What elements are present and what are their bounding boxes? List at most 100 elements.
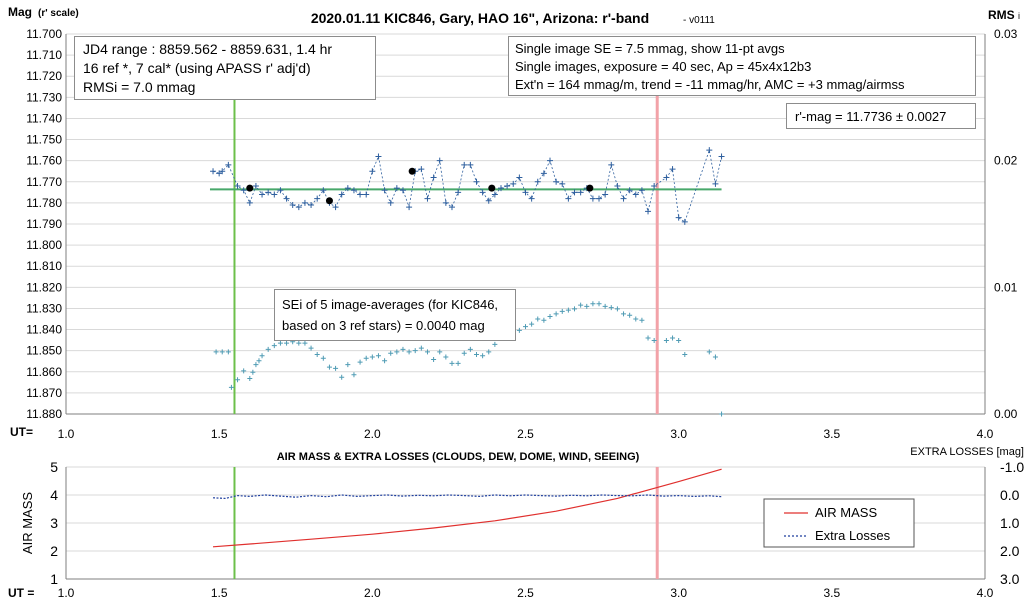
rms-point <box>614 306 620 312</box>
rms-point <box>712 354 718 360</box>
info-range-line3: RMSi = 7.0 mmag <box>83 79 196 95</box>
rms-point <box>565 307 571 313</box>
mag-point <box>577 189 584 196</box>
rms-point <box>467 346 473 352</box>
bottom-y2-tick-label: 3.0 <box>1000 571 1020 587</box>
rms-point <box>627 312 633 318</box>
top-vertical-markers <box>209 96 722 414</box>
rms-point <box>363 355 369 361</box>
rms-point <box>369 354 375 360</box>
top-y-tick-label: 11.850 <box>26 344 62 358</box>
rms-point <box>449 360 455 366</box>
mag-point <box>534 178 541 185</box>
rms-point <box>228 384 234 390</box>
info-settings-line3: Ext'n = 164 mmag/m, trend = -11 mmag/hr,… <box>515 77 905 92</box>
top-y-tick-label: 11.710 <box>26 48 62 62</box>
mag-point <box>663 174 670 181</box>
rms-point <box>235 377 241 383</box>
top-y-tick-label: 11.700 <box>26 27 62 41</box>
mag-point <box>491 191 498 198</box>
mag-point <box>651 183 658 189</box>
rms-point <box>339 374 345 380</box>
mag-point <box>289 202 296 208</box>
mag-point <box>338 191 345 198</box>
top-x-tick-label: 1.5 <box>211 427 228 441</box>
mag-point <box>632 191 639 198</box>
top-y-tick-label: 11.840 <box>26 323 62 337</box>
mag-point <box>675 214 682 221</box>
info-sei-line2: based on 3 ref stars) = 0.0040 mag <box>282 318 485 333</box>
mag-point <box>320 187 327 194</box>
bottom-y2-tick-label: 1.0 <box>1000 515 1020 531</box>
info-range-line1: JD4 range : 8859.562 - 8859.631, 1.4 hr <box>83 41 333 57</box>
rms-point <box>461 350 467 356</box>
mag-point <box>375 153 382 160</box>
top-y-tick-label: 11.720 <box>26 69 62 83</box>
mag-point <box>259 191 266 198</box>
rms-point <box>406 349 412 355</box>
top-y2-tick-label: 0.02 <box>994 154 1018 168</box>
top-y-tick-label: 11.750 <box>26 133 62 147</box>
mag-point <box>516 174 523 181</box>
rms-point <box>219 349 225 355</box>
rms-point <box>412 348 418 354</box>
mag-point <box>265 189 272 196</box>
bottom-tick-labels: 5 4 3 2 1 -1.0 0.0 1.0 2.0 3.0 1.0 1.5 2.0 2.5 3.0 3.5 4… <box>50 459 1024 600</box>
mag-point <box>712 180 719 187</box>
airmass-line <box>212 468 722 548</box>
rms-point <box>357 359 363 365</box>
top-y-tick-label: 11.820 <box>26 280 62 294</box>
info-settings-line1: Single image SE = 7.5 mmag, show 11-pt a… <box>515 41 785 56</box>
mag-point <box>553 178 560 185</box>
mag-point <box>246 199 253 206</box>
rms-point <box>388 350 394 356</box>
mag-point <box>442 199 449 206</box>
bottom-vertical-markers <box>233 467 659 579</box>
mag-point <box>485 197 492 204</box>
bottom-y-tick-label: 1 <box>50 571 58 587</box>
bottom-series <box>212 468 722 548</box>
mag-point <box>332 204 339 211</box>
mag-point <box>669 166 676 173</box>
top-y-tick-label: 11.830 <box>26 301 62 315</box>
mag-point <box>210 168 217 175</box>
rms-point <box>486 349 492 355</box>
avg-point <box>586 184 594 192</box>
rms-point <box>265 346 271 352</box>
mag-point <box>369 168 376 175</box>
mag-point <box>559 180 566 187</box>
rms-point <box>682 351 688 357</box>
rms-point <box>590 301 596 307</box>
rms-point <box>535 316 541 322</box>
mag-point <box>681 218 688 225</box>
mag-point <box>406 204 413 211</box>
rms-point <box>382 358 388 364</box>
rms-point <box>400 346 406 352</box>
rms-point <box>480 353 486 359</box>
rms-point <box>326 364 332 370</box>
top-chart-title: 2020.01.11 KIC846, Gary, HAO 16", Arizon… <box>311 10 649 26</box>
rms-point <box>596 301 602 307</box>
mag-point <box>448 204 455 211</box>
mag-point <box>596 195 603 202</box>
top-x-tick-label: 1.0 <box>58 427 75 441</box>
mag-point <box>314 195 321 202</box>
rms-point <box>320 355 326 361</box>
bottom-x-tick-label: 3.0 <box>670 586 687 600</box>
rms-point <box>375 353 381 359</box>
legend-label-airmass: AIR MASS <box>815 505 877 520</box>
top-axes <box>65 34 986 415</box>
bottom-y2-axis-label: EXTRA LOSSES [mag] <box>910 446 1024 458</box>
rms-point <box>516 327 522 333</box>
mag-point <box>240 187 247 194</box>
rms-point <box>578 302 584 308</box>
rms-point <box>284 340 290 346</box>
rms-point <box>621 311 627 317</box>
mag-point <box>418 166 425 173</box>
top-y-tick-label: 11.730 <box>26 90 62 104</box>
bottom-x-tick-label: 3.5 <box>823 586 840 600</box>
rms-point <box>651 338 657 344</box>
rms-point <box>256 358 262 364</box>
avg-point <box>246 184 254 192</box>
